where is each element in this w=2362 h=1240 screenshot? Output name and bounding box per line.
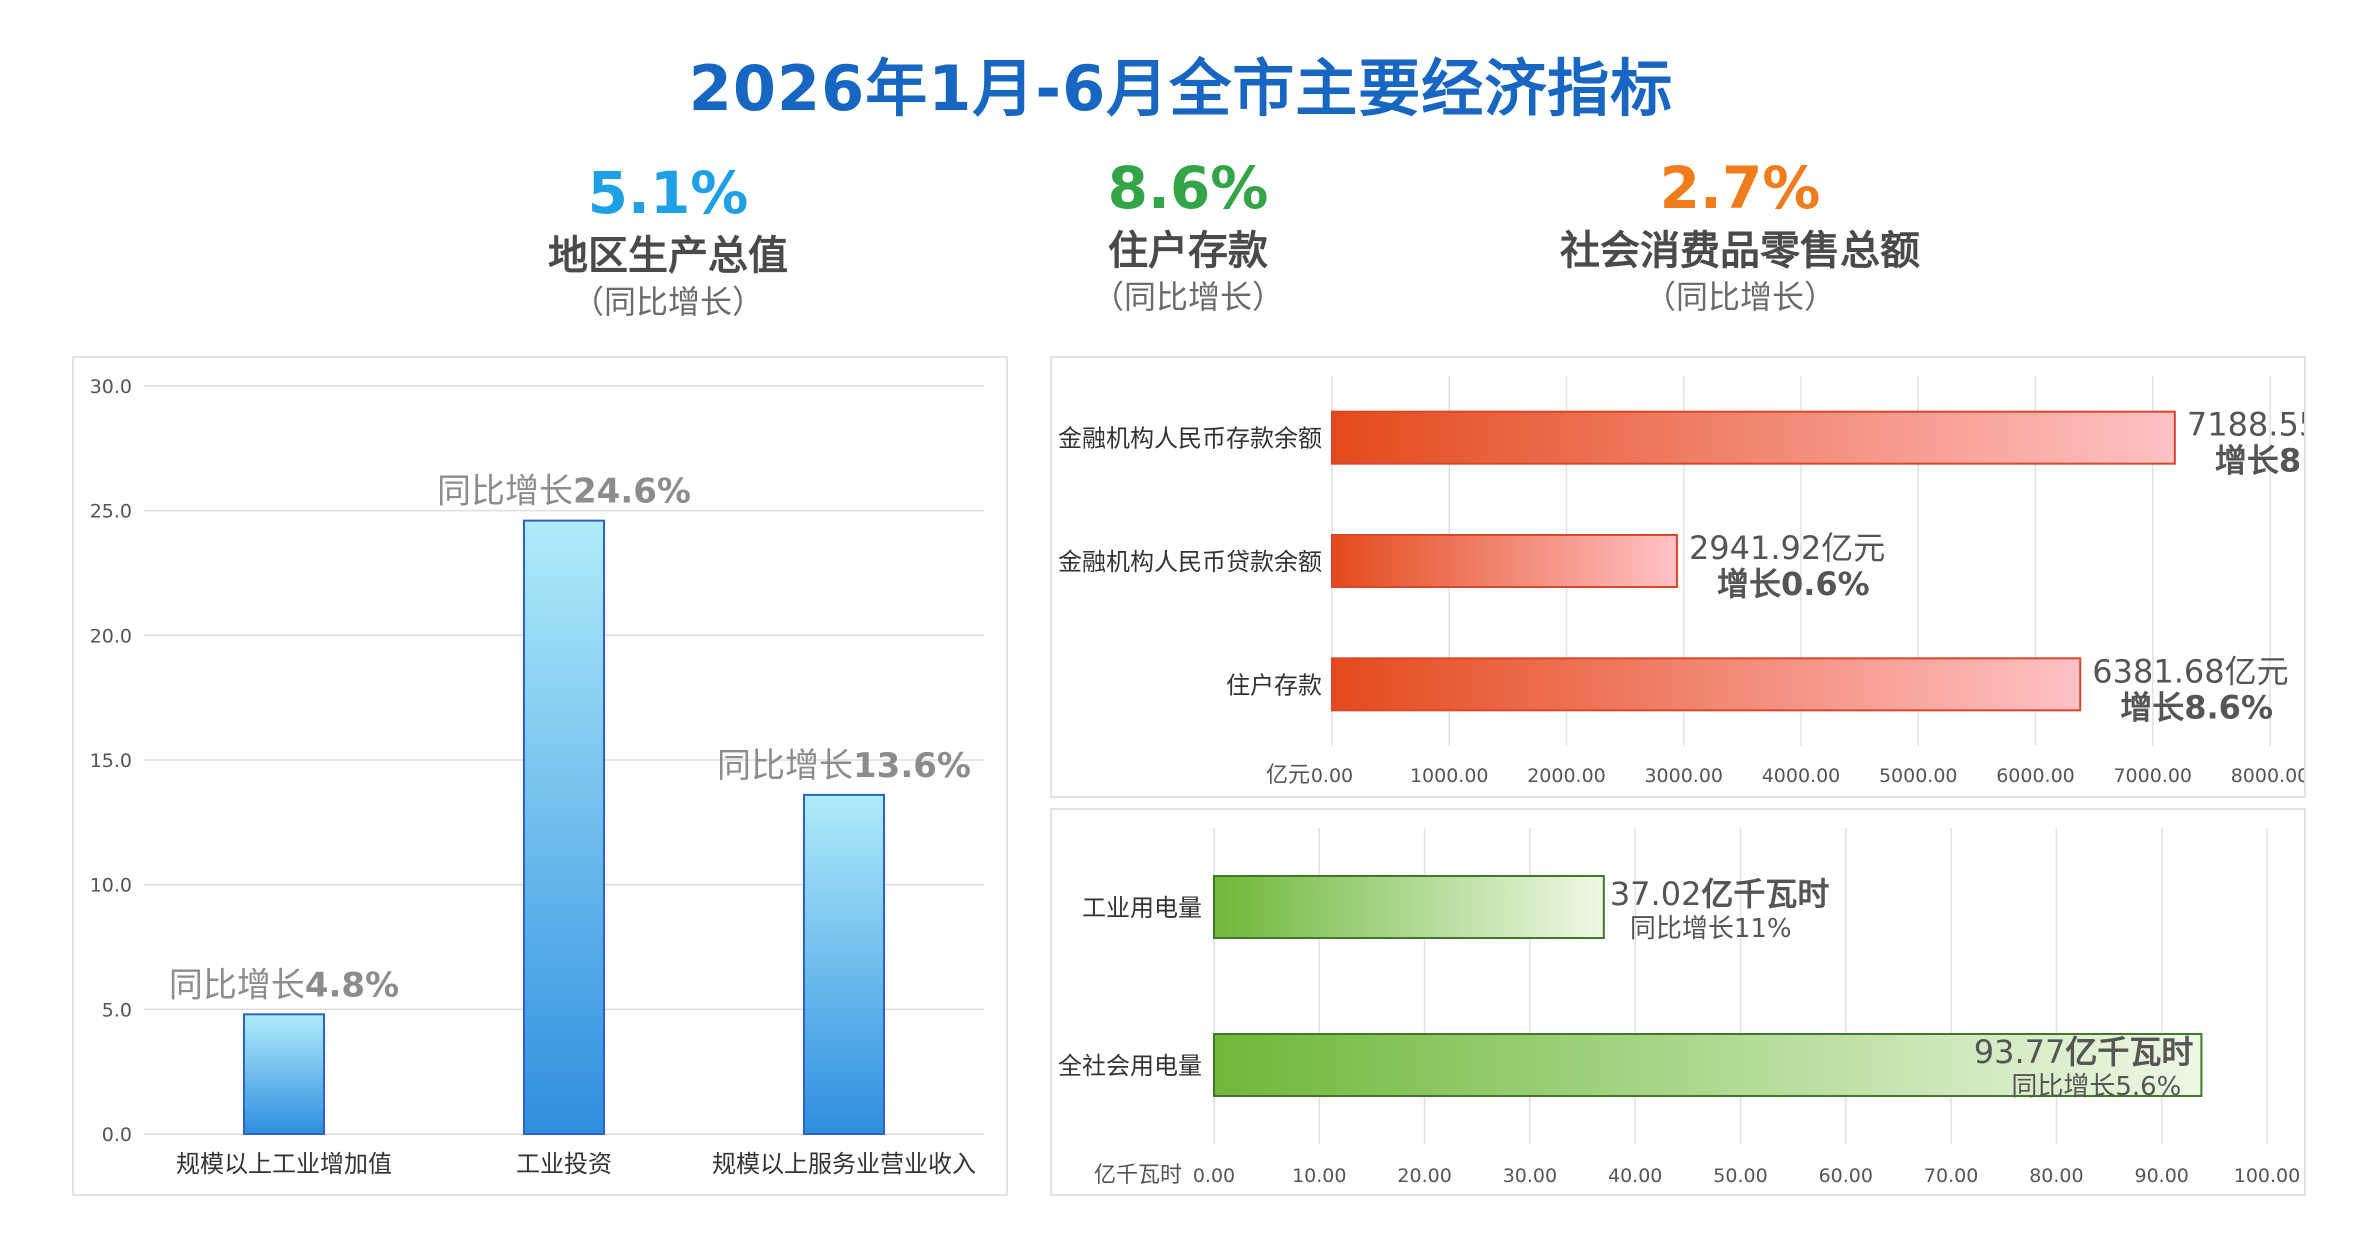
- data-label-prefix: 同比增长: [169, 965, 305, 1005]
- data-label-value: 4.8%: [305, 965, 399, 1005]
- bar: [1331, 410, 2176, 465]
- data-label: 同比增长24.6%: [437, 472, 691, 512]
- y-tick-label: 15.0: [90, 750, 132, 772]
- data-label-growth: 同比增长11%: [1630, 914, 1792, 944]
- x-axis-unit: 亿千瓦时: [1094, 1163, 1182, 1188]
- kpi-retail-sales: 2.7% 社会消费品零售总额 （同比增长）: [1460, 155, 2020, 317]
- x-tick-label: 5000.00: [1879, 765, 1958, 787]
- x-category-label: 规模以上服务业营业收入: [712, 1150, 976, 1178]
- x-tick-label: 70.00: [1924, 1165, 1978, 1187]
- data-label-growth: 增长0.6%: [1717, 565, 1870, 603]
- x-tick-label: 40.00: [1608, 1165, 1662, 1187]
- y-category-label: 金融机构人民币存款余额: [1058, 425, 1322, 453]
- x-tick-label: 60.00: [1819, 1165, 1873, 1187]
- kpi-household-deposit: 8.6% 住户存款 （同比增长）: [908, 155, 1468, 317]
- x-tick-label: 8000.00: [2231, 765, 2304, 787]
- y-tick-label: 30.0: [90, 376, 132, 398]
- bar: [1213, 1033, 2203, 1097]
- data-label-amount: 6381.68亿元: [2092, 652, 2288, 690]
- bar: [243, 1013, 325, 1136]
- x-tick-label: 6000.00: [1996, 765, 2075, 787]
- data-label-amount-value: 37.02: [1610, 875, 1702, 913]
- kpi-gdp-label: 地区生产总值: [548, 233, 788, 279]
- data-label-prefix: 同比增长: [717, 746, 853, 786]
- data-label-value: 13.6%: [853, 746, 971, 786]
- x-tick-label: 50.00: [1713, 1165, 1767, 1187]
- x-tick-label: 90.00: [2134, 1165, 2188, 1187]
- x-tick-label: 10.00: [1292, 1165, 1346, 1187]
- y-category-label: 金融机构人民币贷款余额: [1058, 548, 1322, 576]
- electricity-chart-panel: 0.00 10.00 20.00 30.00 40.00 50.00 60.00 70.00 8…: [1050, 808, 2306, 1196]
- x-tick-label: 7000.00: [2113, 765, 2192, 787]
- bar: [1213, 875, 1605, 939]
- bar: [1331, 534, 1678, 588]
- x-tick-label: 0.00: [1193, 1165, 1235, 1187]
- kpi-household-deposit-sub: （同比增长）: [1091, 278, 1284, 316]
- kpi-household-deposit-value: 8.6%: [1107, 154, 1269, 222]
- industry-growth-chart-panel: 0.0 5.0 10.0 15.0 20.0 25.0 30.0 规模以上工业增加值 同比增长4…: [72, 356, 1008, 1196]
- data-label-amount-value: 93.77: [1974, 1033, 2066, 1071]
- y-tick-label: 5.0: [102, 999, 132, 1021]
- kpi-retail-sales-label: 社会消费品零售总额: [1560, 228, 1920, 274]
- y-tick-label: 10.0: [90, 875, 132, 897]
- data-label: 同比增长13.6%: [717, 746, 971, 786]
- kpi-gdp-sub: （同比增长）: [571, 283, 764, 321]
- x-tick-label: 20.00: [1397, 1165, 1451, 1187]
- bar: [523, 519, 605, 1135]
- x-tick-label: 80.00: [2029, 1165, 2083, 1187]
- data-label-growth: 增长8.6%: [2120, 688, 2273, 726]
- x-category-label: 工业投资: [516, 1150, 612, 1178]
- data-label-growth: 增长8.2%: [2215, 442, 2304, 480]
- x-tick-label: 100.00: [2234, 1165, 2300, 1187]
- y-category-label: 工业用电量: [1082, 894, 1202, 922]
- kpi-retail-sales-value: 2.7%: [1659, 154, 1821, 222]
- data-label-growth: 同比增长5.6%: [2011, 1072, 2181, 1102]
- kpi-gdp: 5.1% 地区生产总值 （同比增长）: [388, 160, 948, 322]
- data-label-amount-unit: 亿千瓦时: [1701, 875, 1829, 913]
- x-tick-label: 2000.00: [1527, 765, 1606, 787]
- y-tick-label: 25.0: [90, 501, 132, 523]
- data-label-amount: 7188.55亿元: [2187, 406, 2304, 444]
- bar: [1331, 657, 2082, 712]
- data-label-amount: 93.77亿千瓦时: [1974, 1033, 2194, 1071]
- x-tick-label: 4000.00: [1762, 765, 1841, 787]
- y-tick-label: 20.0: [90, 625, 132, 647]
- kpi-retail-sales-sub: （同比增长）: [1643, 278, 1836, 316]
- data-label-value: 24.6%: [573, 472, 691, 512]
- x-tick-label: 0.00: [1311, 765, 1353, 787]
- data-label-amount: 2941.92亿元: [1689, 529, 1885, 567]
- x-tick-label: 1000.00: [1410, 765, 1489, 787]
- y-category-label: 住户存款: [1226, 671, 1322, 699]
- x-tick-label: 3000.00: [1644, 765, 1723, 787]
- y-tick-label: 0.0: [102, 1124, 132, 1146]
- kpi-household-deposit-label: 住户存款: [1108, 228, 1268, 274]
- financial-balance-chart: 0.00 1000.00 2000.00 3000.00 4000.00 5000.00 6…: [1058, 376, 2362, 788]
- kpi-gdp-value: 5.1%: [587, 159, 749, 227]
- bar: [803, 793, 885, 1135]
- industry-growth-chart: 0.05.010.015.020.025.030.0规模以上工业增加值同比增长4…: [90, 376, 984, 1178]
- data-label: 同比增长4.8%: [169, 965, 399, 1005]
- x-tick-label: 30.00: [1503, 1165, 1557, 1187]
- x-category-label: 规模以上工业增加值: [176, 1150, 392, 1178]
- page-title: 2026年1月-6月全市主要经济指标: [688, 52, 1674, 125]
- x-axis-unit: 亿元: [1266, 763, 1310, 788]
- data-label-prefix: 同比增长: [437, 472, 573, 512]
- data-label-amount-unit: 亿千瓦时: [2065, 1033, 2193, 1071]
- y-category-label: 全社会用电量: [1058, 1052, 1202, 1080]
- data-label-amount: 37.02亿千瓦时: [1610, 875, 1830, 913]
- financial-balance-chart-panel: 0.00 1000.00 2000.00 3000.00 4000.00 5000.00 6…: [1050, 356, 2362, 798]
- electricity-chart: 0.00 10.00 20.00 30.00 40.00 50.00 60.00 70.00 8…: [1058, 828, 2300, 1188]
